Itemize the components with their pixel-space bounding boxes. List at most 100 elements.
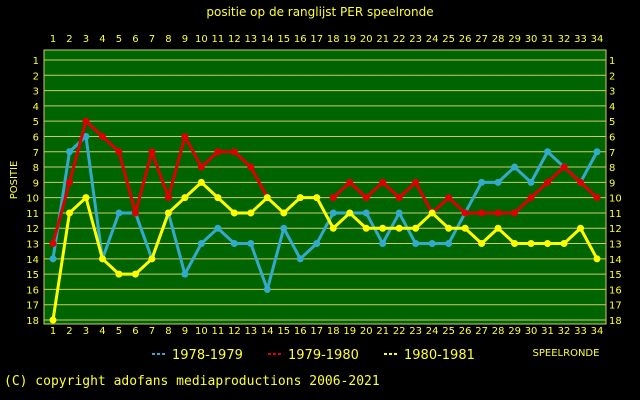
series-line-segment (579, 180, 599, 200)
series-line-segment (84, 134, 104, 261)
data-point (511, 163, 519, 171)
data-point (478, 240, 486, 248)
x-tick-label: 16 (294, 326, 307, 337)
x-tick-label: 30 (525, 326, 538, 337)
y-tick-label: 7 (609, 148, 615, 159)
x-tick-label: 33 (574, 34, 587, 45)
x-tick-label: 14 (261, 34, 274, 45)
x-tick-label: 31 (541, 34, 554, 45)
x-tick-label: 13 (244, 34, 257, 45)
data-point (412, 224, 420, 232)
series-line-segment (364, 180, 385, 200)
series-line-segment (100, 257, 121, 276)
data-point (181, 194, 189, 202)
series-line-segment (529, 180, 550, 200)
x-tick-label: 20 (360, 326, 373, 337)
data-point (148, 148, 156, 156)
legend-label: 1980-1981 (404, 348, 475, 363)
y-tick-label: 15 (609, 270, 622, 281)
data-point (49, 255, 57, 263)
x-tick-label: 22 (393, 34, 406, 45)
x-tick-label: 4 (99, 326, 105, 337)
series-line-segment (529, 150, 550, 184)
data-point (560, 240, 568, 248)
data-point (494, 209, 502, 217)
data-point (98, 255, 106, 263)
copyright-notice: (C) copyright adofans mediaproductions 2… (4, 374, 380, 389)
data-point (313, 240, 321, 248)
legend-label: 1978-1979 (172, 348, 243, 363)
data-point (379, 224, 387, 232)
x-tick-label: 32 (558, 34, 571, 45)
data-point (593, 255, 601, 263)
y-tick-label: 1 (609, 56, 615, 67)
data-point (511, 240, 519, 248)
y-tick-label: 4 (33, 102, 39, 113)
series-line-segment (430, 211, 451, 230)
data-point (214, 224, 222, 232)
y-tick-label: 14 (26, 255, 39, 266)
series-line-segment (199, 150, 220, 169)
series-line-segment (133, 257, 154, 276)
data-point (379, 178, 387, 186)
x-tick-label: 28 (492, 34, 505, 45)
x-tick-label: 9 (182, 326, 188, 337)
x-tick-label: 7 (149, 34, 155, 45)
data-point (181, 270, 189, 278)
data-point (445, 224, 453, 232)
series-line-segment (150, 211, 170, 261)
y-tick-label: 12 (609, 224, 622, 235)
x-tick-label: 23 (409, 326, 422, 337)
data-point (313, 194, 321, 202)
series-line-segment (199, 226, 220, 246)
data-point (296, 255, 304, 263)
data-point (131, 270, 139, 278)
x-tick-label: 3 (83, 34, 89, 45)
x-tick-label: 1 (50, 326, 56, 337)
data-point (115, 209, 123, 217)
x-tick-label: 26 (459, 326, 472, 337)
y-tick-label: 4 (609, 102, 615, 113)
y-tick-label: 6 (609, 132, 615, 143)
series-line-segment (430, 196, 451, 215)
grid-lines (44, 59, 606, 321)
data-point (197, 163, 205, 171)
data-point (544, 240, 552, 248)
data-point (362, 224, 370, 232)
x-tick-label: 24 (426, 326, 439, 337)
data-point (263, 285, 271, 293)
y-tick-label: 12 (26, 224, 39, 235)
series-line-segment (84, 119, 104, 138)
y-tick-label: 6 (33, 132, 39, 143)
data-point (527, 240, 535, 248)
series-line-segment (51, 211, 71, 322)
series-line-segment (67, 119, 88, 184)
data-point (329, 209, 337, 217)
series-line-segment (67, 134, 88, 154)
data-point (181, 132, 189, 140)
x-tick-label: 23 (409, 34, 422, 45)
data-point (214, 148, 222, 156)
data-point (329, 224, 337, 232)
x-tick-label: 19 (343, 34, 356, 45)
series-line-segment (579, 150, 599, 184)
x-tick-label: 1 (50, 34, 56, 45)
x-tick-label: 29 (508, 326, 521, 337)
series-line-segment (579, 226, 599, 261)
data-point (65, 209, 73, 217)
x-tick-label: 27 (475, 34, 488, 45)
y-tick-label: 8 (609, 163, 615, 174)
series-line-segment (282, 226, 302, 261)
x-tick-label: 12 (228, 34, 241, 45)
data-point (82, 194, 90, 202)
data-point (494, 178, 502, 186)
x-tick-label: 6 (132, 326, 138, 337)
data-point (478, 209, 486, 217)
series-line-segment (51, 150, 71, 261)
legend: 1978-1979 1979-1980 1980-1981 (152, 348, 475, 363)
x-tick-label: 15 (277, 326, 290, 337)
x-tick-label: 30 (525, 34, 538, 45)
series-line-segment (183, 242, 203, 276)
